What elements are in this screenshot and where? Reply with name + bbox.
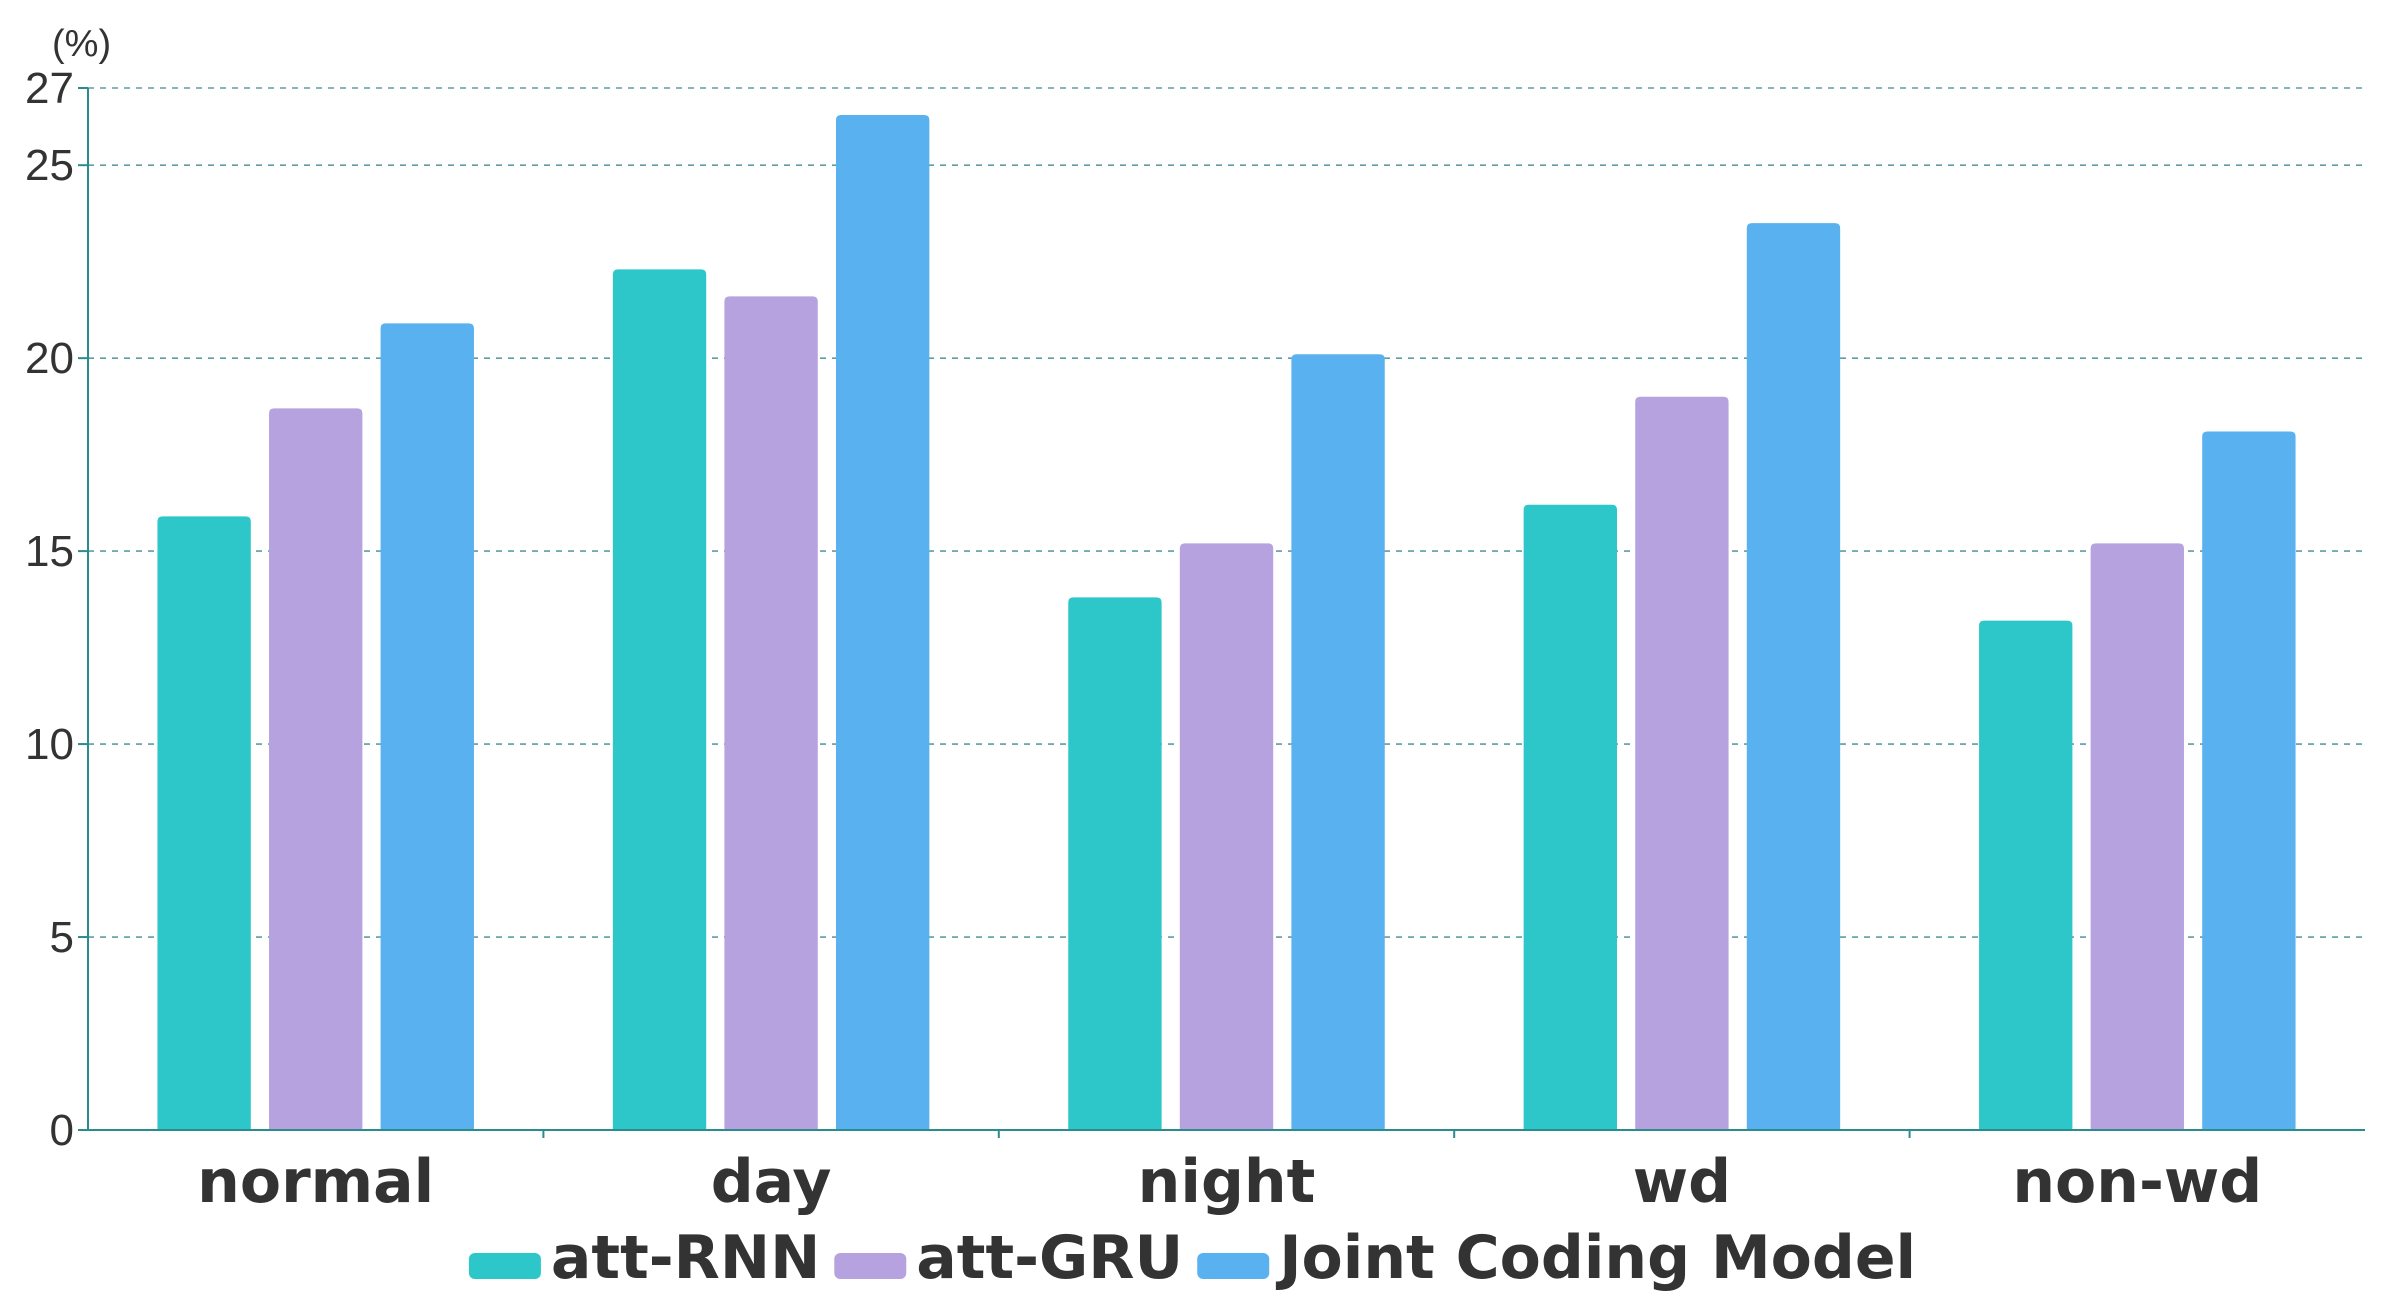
legend-swatch <box>834 1253 907 1279</box>
legend-label: att-GRU <box>916 1223 1183 1293</box>
bar-att-rnn-normal <box>157 516 251 1130</box>
y-tick-label: 10 <box>25 720 74 769</box>
y-tick-label: 0 <box>50 1106 74 1155</box>
x-category-labels: normal day night wd non-wd <box>197 1147 2262 1217</box>
bar-att-gru-wd <box>1635 396 1729 1131</box>
bar-att-rnn-non-wd <box>1979 620 2073 1130</box>
bars <box>157 115 2296 1131</box>
y-tick-label: 5 <box>50 913 74 962</box>
bar-att-rnn-night <box>1068 597 1162 1130</box>
legend-swatch <box>1197 1253 1270 1279</box>
bar-att-rnn-wd <box>1523 504 1618 1130</box>
legend: att-RNN att-GRU Joint Coding Model <box>468 1223 1916 1293</box>
bar-att-gru-normal <box>269 408 363 1131</box>
y-unit-label: (%) <box>52 23 111 65</box>
x-category-label: night <box>1138 1147 1316 1217</box>
x-category-label: wd <box>1633 1147 1731 1217</box>
x-category-label: day <box>711 1147 832 1217</box>
x-category-label: non-wd <box>2012 1147 2262 1217</box>
bar-joint-coding-model-wd <box>1746 223 1841 1130</box>
axes <box>78 87 2365 1138</box>
y-tick-label: 15 <box>25 527 74 576</box>
bar-att-gru-day <box>724 296 818 1130</box>
y-tick-label: 20 <box>25 334 74 383</box>
y-tick-label: 27 <box>25 64 74 113</box>
x-category-label: normal <box>197 1147 434 1217</box>
bar-att-gru-night <box>1179 543 1274 1130</box>
bar-att-gru-non-wd <box>2090 543 2184 1130</box>
bar-att-rnn-day <box>612 269 707 1130</box>
legend-swatch <box>468 1253 541 1279</box>
legend-label: Joint Coding Model <box>1275 1223 1916 1293</box>
y-tick-label: 25 <box>25 141 74 190</box>
bar-joint-coding-model-night <box>1291 354 1385 1130</box>
bar-joint-coding-model-normal <box>380 323 474 1131</box>
bar-joint-coding-model-non-wd <box>2202 431 2296 1130</box>
y-tick-labels: 0 5 10 15 20 25 27 <box>25 64 74 1155</box>
bar-joint-coding-model-day <box>835 115 930 1130</box>
legend-label: att-RNN <box>551 1223 820 1293</box>
